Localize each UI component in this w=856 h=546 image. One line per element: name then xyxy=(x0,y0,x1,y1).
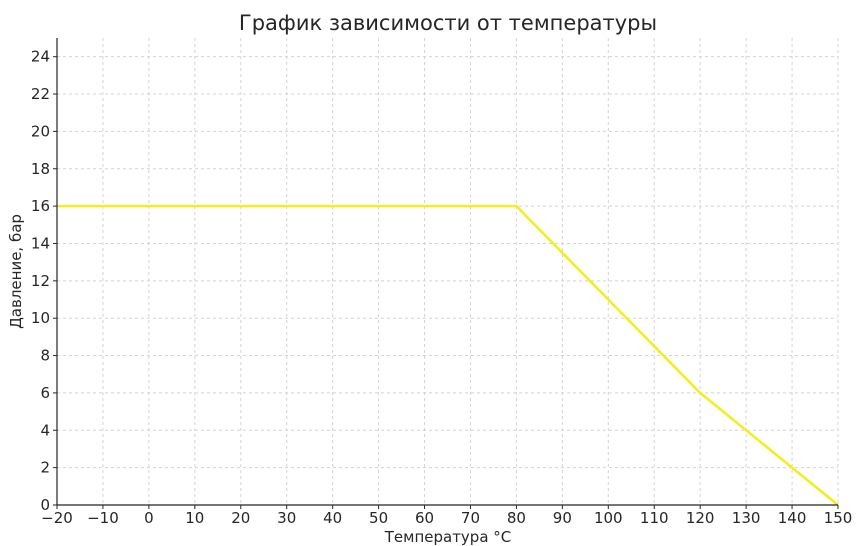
y-tick-label-12: 24 xyxy=(31,48,50,66)
y-tick-label-8: 16 xyxy=(31,197,50,215)
axes xyxy=(56,38,838,506)
y-tick-label-9: 18 xyxy=(31,160,50,178)
y-tick-label-1: 2 xyxy=(40,459,50,477)
y-tick-label-5: 10 xyxy=(31,309,50,327)
series-layer xyxy=(57,204,839,507)
y-tick-label-3: 6 xyxy=(40,384,50,402)
x-tick-label-13: 110 xyxy=(640,509,669,527)
x-tick-label-3: 10 xyxy=(185,509,204,527)
chart-title: График зависимости от температуры xyxy=(239,11,657,35)
x-tick-label-16: 140 xyxy=(778,509,807,527)
y-tick-label-2: 4 xyxy=(40,421,50,439)
x-tick-label-8: 60 xyxy=(415,509,434,527)
x-axis-ticks: −20 −10 0 10 20 30 40 50 60 70 80 90 100 110 120 130 140… xyxy=(41,505,852,527)
x-tick-label-14: 120 xyxy=(686,509,715,527)
x-tick-label-6: 40 xyxy=(323,509,342,527)
y-tick-label-10: 20 xyxy=(31,122,50,140)
y-tick-label-6: 12 xyxy=(31,272,50,290)
grid xyxy=(56,38,839,506)
y-axis-label: Давление, бар xyxy=(7,214,25,329)
x-tick-label-5: 30 xyxy=(277,509,296,527)
x-tick-label-15: 130 xyxy=(732,509,761,527)
x-tick-label-0: −20 xyxy=(41,509,73,527)
x-tick-label-7: 50 xyxy=(369,509,388,527)
y-tick-label-0: 0 xyxy=(40,496,50,514)
x-tick-label-2: 0 xyxy=(144,509,154,527)
y-tick-label-4: 8 xyxy=(40,347,50,365)
y-tick-label-11: 22 xyxy=(31,85,50,103)
x-tick-label-1: −10 xyxy=(87,509,119,527)
x-tick-label-9: 70 xyxy=(461,509,480,527)
x-tick-label-11: 90 xyxy=(553,509,572,527)
x-tick-label-12: 100 xyxy=(594,509,623,527)
x-tick-label-17: 150 xyxy=(824,509,853,527)
x-tick-label-4: 20 xyxy=(231,509,250,527)
x-axis-label: Температура °C xyxy=(384,528,512,546)
series-line-0 xyxy=(57,204,839,507)
y-tick-label-7: 14 xyxy=(31,234,50,252)
x-tick-label-10: 80 xyxy=(507,509,526,527)
